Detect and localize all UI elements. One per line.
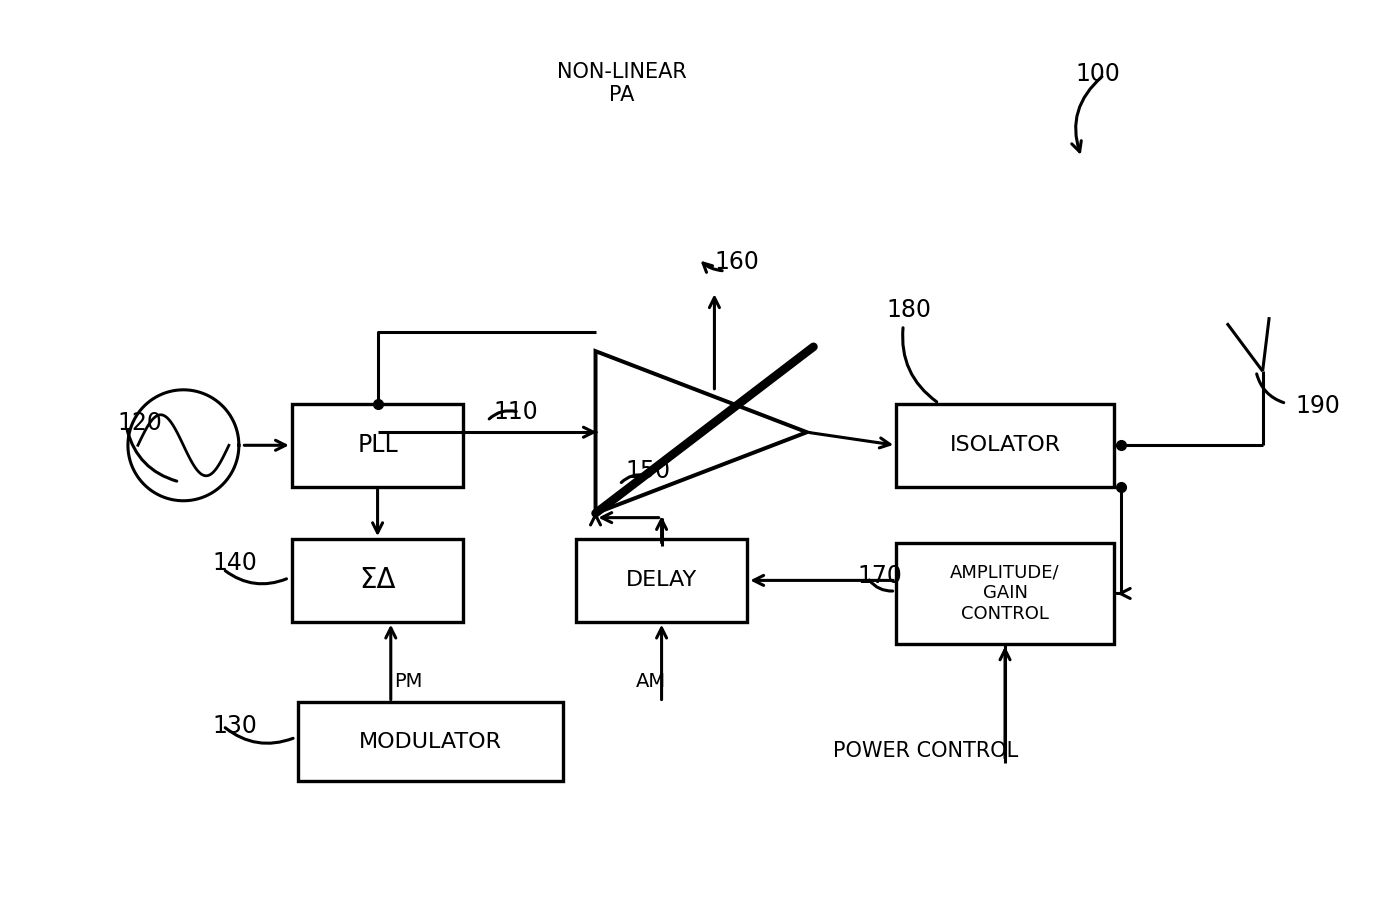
Text: 160: 160: [714, 251, 760, 274]
Text: PM: PM: [394, 672, 422, 691]
Bar: [292, 404, 464, 487]
Bar: [575, 539, 747, 622]
Text: 120: 120: [117, 411, 162, 436]
Bar: [292, 539, 464, 622]
Text: 190: 190: [1296, 394, 1340, 418]
Text: 140: 140: [212, 551, 257, 575]
Text: PLL: PLL: [358, 433, 398, 458]
Text: 110: 110: [494, 400, 538, 424]
Text: ΣΔ: ΣΔ: [359, 567, 396, 595]
Bar: [896, 404, 1115, 487]
Text: AMPLITUDE/
GAIN
CONTROL: AMPLITUDE/ GAIN CONTROL: [951, 564, 1060, 623]
Text: MODULATOR: MODULATOR: [359, 732, 502, 752]
Polygon shape: [596, 351, 806, 513]
Text: 170: 170: [857, 564, 901, 588]
Bar: [896, 543, 1115, 644]
Text: POWER CONTROL: POWER CONTROL: [832, 741, 1018, 761]
Bar: [299, 703, 563, 781]
Text: AM: AM: [636, 672, 666, 691]
Text: 130: 130: [212, 714, 257, 738]
Text: 180: 180: [886, 298, 932, 322]
Text: 150: 150: [626, 459, 671, 483]
Text: ISOLATOR: ISOLATOR: [949, 435, 1061, 455]
Text: NON-LINEAR
PA: NON-LINEAR PA: [557, 62, 687, 105]
Text: DELAY: DELAY: [626, 570, 698, 590]
Text: 100: 100: [1075, 62, 1120, 85]
